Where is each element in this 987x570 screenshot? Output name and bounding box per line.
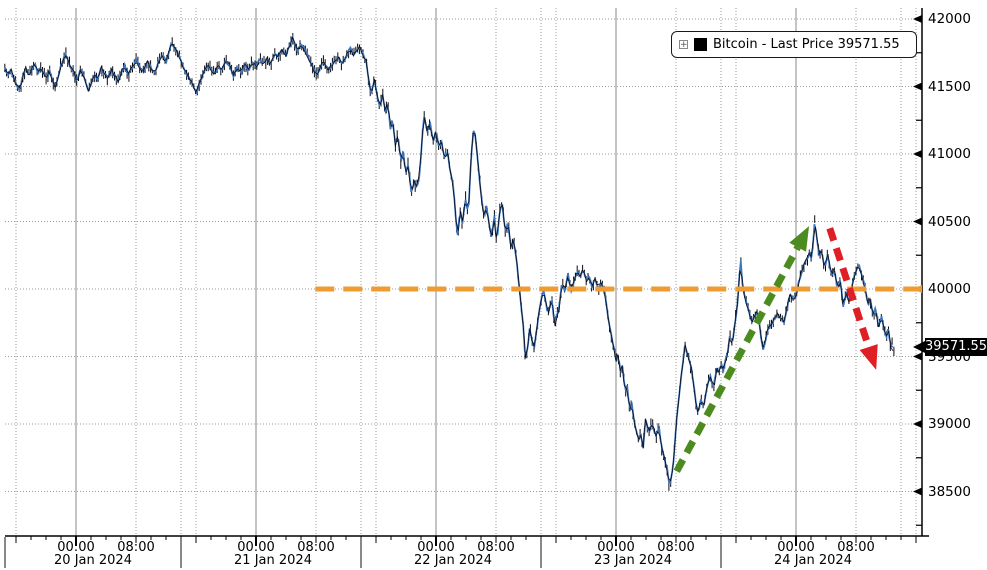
x-axis-time-label: 08:00: [657, 540, 695, 555]
legend[interactable]: + Bitcoin - Last Price 39571.55: [671, 31, 917, 58]
red-down-arrow: [826, 227, 878, 370]
y-axis-label-39000: 39000: [928, 416, 971, 432]
x-axis-time-label: 00:00: [237, 540, 275, 555]
x-axis-time-label: 08:00: [117, 540, 155, 555]
y-axis-label-38500: 38500: [928, 483, 971, 500]
y-axis-label-41000: 41000: [928, 146, 971, 162]
x-axis-time-label: 08:00: [837, 540, 875, 555]
x-axis-date-label: 23 Jan 2024: [594, 553, 672, 568]
last-price-tag-pointer: [913, 341, 925, 353]
x-axis-time-label: 00:00: [777, 540, 815, 555]
x-axis-time-label: 08:00: [477, 540, 515, 555]
vertical-gridlines: [15, 8, 917, 536]
y-axis-label-40500: 40500: [928, 213, 971, 230]
horizontal-gridlines: [5, 18, 922, 492]
legend-label: Bitcoin - Last Price 39571.55: [713, 37, 900, 52]
x-axis-time-label: 08:00: [297, 540, 335, 555]
price-series: [3, 33, 895, 491]
y-axis-label-40000: 40000: [928, 281, 971, 297]
x-axis-date-label: 22 Jan 2024: [414, 553, 492, 568]
x-axis-date-label: 20 Jan 2024: [54, 553, 132, 568]
last-price-tag: 39571.55: [925, 338, 987, 356]
y-axis-label-41500: 41500: [928, 78, 971, 95]
legend-series-swatch-icon: [694, 38, 707, 51]
green-up-arrow: [673, 226, 810, 473]
x-axis-date-label: 21 Jan 2024: [234, 553, 312, 568]
x-axis-time-label: 00:00: [57, 540, 95, 555]
x-axis-time-label: 00:00: [417, 540, 455, 555]
y-axis-label-42000: 42000: [928, 11, 971, 27]
x-axis-date-label: 24 Jan 2024: [774, 553, 852, 568]
axes: [4, 8, 929, 568]
x-axis-time-label: 00:00: [597, 540, 635, 555]
legend-expand-icon[interactable]: +: [679, 40, 688, 50]
